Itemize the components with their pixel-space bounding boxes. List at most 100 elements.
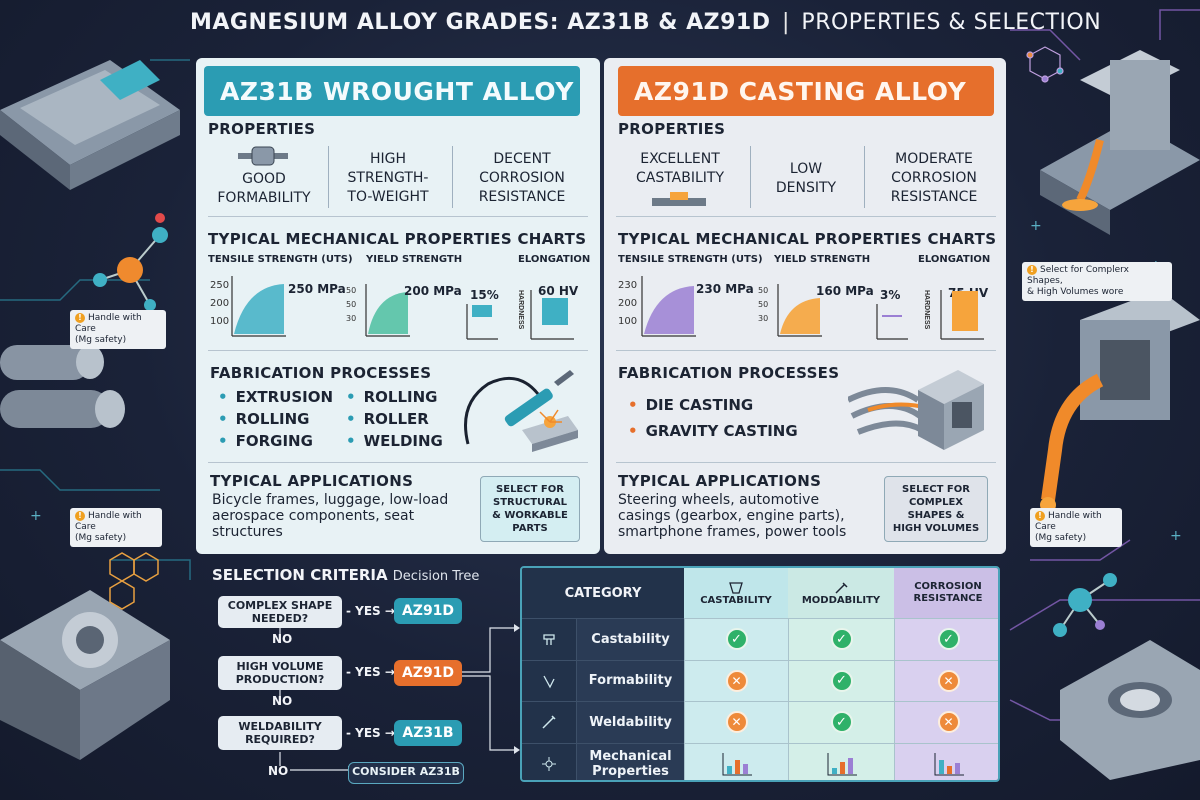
hardness-value: 60 HV [538, 284, 579, 298]
wrench-icon [835, 581, 848, 594]
decision-tree-subtitle: Decision Tree [392, 569, 480, 584]
yield-value: 160 MPa [816, 284, 874, 298]
divider [616, 462, 996, 463]
metal-plate-icon [0, 60, 180, 190]
title-main: MAGNESIUM ALLOY GRADES: AZ31B & AZ91D [190, 10, 771, 35]
divider [208, 462, 588, 463]
question-high-volume: HIGH VOLUME PRODUCTION? [218, 656, 342, 690]
col-header-corrosion: CORROSION RESISTANCE [894, 568, 998, 618]
svg-text:+: + [30, 508, 42, 524]
press-icon [522, 659, 576, 701]
yield-chart [777, 284, 822, 337]
hardness-axis-label: HARDNESS [923, 290, 930, 330]
divider [208, 216, 588, 217]
category-header: CATEGORY [522, 568, 684, 618]
uts-chart [231, 276, 286, 337]
tick-label: 230 [618, 280, 638, 291]
uts-label: TENSILE STRENGTH (UTS) [208, 254, 353, 265]
bar [472, 305, 492, 317]
tick-label: 100 [210, 316, 230, 327]
property-formability: GOOD FORMABILITY [217, 171, 311, 206]
tick-label: 200 [210, 298, 230, 309]
table-cell: ✓ [788, 659, 894, 701]
welding-torch-icon [464, 370, 578, 452]
property-corrosion: DECENT CORROSION RESISTANCE [478, 151, 566, 205]
elongation-label: ELONGATION [918, 254, 991, 265]
svg-text:+: + [1170, 528, 1182, 544]
fabrication-title: FABRICATION PROCESSES [210, 364, 432, 382]
uts-chart [641, 276, 696, 337]
property-strength: HIGH STRENGTH- TO-WEIGHT [347, 151, 429, 205]
tick-label: 50 [346, 286, 357, 295]
table-cell: ✓ [788, 701, 894, 743]
tick-label: 30 [758, 314, 769, 323]
check-icon: ✓ [830, 711, 853, 734]
applications-title: TYPICAL APPLICATIONS [618, 472, 822, 490]
az91d-panel: AZ91D CASTING ALLOY PROPERTIES EXCELLENT… [604, 58, 1006, 554]
cross-icon: ✕ [725, 711, 748, 734]
roller-icon [238, 146, 288, 166]
table-cell [684, 742, 788, 780]
table-cell: ✓ [684, 618, 788, 660]
gear-network-icon [522, 742, 576, 780]
warning-icon: ! [1035, 511, 1045, 521]
divider [750, 146, 751, 208]
tick-label: 30 [346, 314, 357, 323]
row-label: Mechanical Properties [576, 742, 684, 780]
no-label: NO [272, 694, 293, 708]
cross-icon: ✕ [937, 669, 960, 692]
answer-az31b: AZ31B [394, 720, 462, 746]
decision-tree-connectors [279, 624, 520, 774]
hardness-axis-label: HARDNESS [517, 290, 524, 330]
bar [542, 298, 568, 325]
yes-label: - YES → [346, 726, 395, 740]
hardness-chart [940, 290, 984, 340]
table-cell: ✕ [894, 701, 998, 743]
row-label: Castability [576, 618, 684, 660]
uts-value: 230 MPa [696, 282, 754, 296]
die-casting-icon [848, 370, 984, 450]
elongation-chart [466, 304, 498, 340]
divider [328, 146, 329, 208]
row-label: Formability [576, 659, 684, 701]
fab-welding: WELDING [346, 432, 443, 450]
col-header-moddability: MODDABILITY [788, 568, 894, 618]
title-sub: PROPERTIES & SELECTION [801, 10, 1102, 35]
warning-icon: ! [75, 313, 85, 323]
table-cell: ✕ [894, 659, 998, 701]
safety-note-2: ! Handle with Care (Mg safety) [70, 508, 162, 547]
fab-forging: FORGING [218, 432, 313, 450]
table-cell: ✕ [684, 701, 788, 743]
mini-bar-chart-icon [722, 752, 752, 776]
yield-value: 200 MPa [404, 284, 462, 298]
applications-title: TYPICAL APPLICATIONS [210, 472, 414, 490]
cross-icon: ✕ [725, 669, 748, 692]
fab-die-casting: DIE CASTING [628, 396, 754, 414]
elongation-chart [876, 304, 908, 340]
az31b-panel: AZ31B WROUGHT ALLOY PROPERTIES GOOD FORM… [196, 58, 600, 554]
question-complex-shape: COMPLEX SHAPE NEEDED? [218, 596, 342, 628]
fab-rolling: ROLLING [218, 410, 310, 428]
tick-label: 50 [758, 300, 769, 309]
svg-text:+: + [1030, 218, 1042, 234]
fab-extrusion: EXTRUSION [218, 388, 333, 406]
properties-title: PROPERTIES [208, 120, 316, 138]
bar [882, 315, 902, 317]
properties-title: PROPERTIES [618, 120, 726, 138]
check-icon: ✓ [830, 669, 853, 692]
safety-note-1: ! Handle with Care (Mg safety) [70, 310, 166, 349]
mini-bar-chart-icon [934, 752, 964, 776]
warning-icon: ! [75, 511, 85, 521]
divider [208, 350, 588, 351]
yield-label: YIELD STRENGTH [774, 254, 871, 265]
mold-icon [652, 192, 706, 206]
mold-icon [522, 618, 576, 660]
check-icon: ✓ [725, 628, 748, 651]
col-label: CASTABILITY [700, 594, 772, 606]
decision-tree-title: SELECTION CRITERIA Decision Tree [212, 566, 479, 584]
divider [616, 350, 996, 351]
yield-label: YIELD STRENGTH [366, 254, 463, 265]
property-castability: EXCELLENT CASTABILITY [635, 151, 725, 186]
table-cell: ✕ [684, 659, 788, 701]
